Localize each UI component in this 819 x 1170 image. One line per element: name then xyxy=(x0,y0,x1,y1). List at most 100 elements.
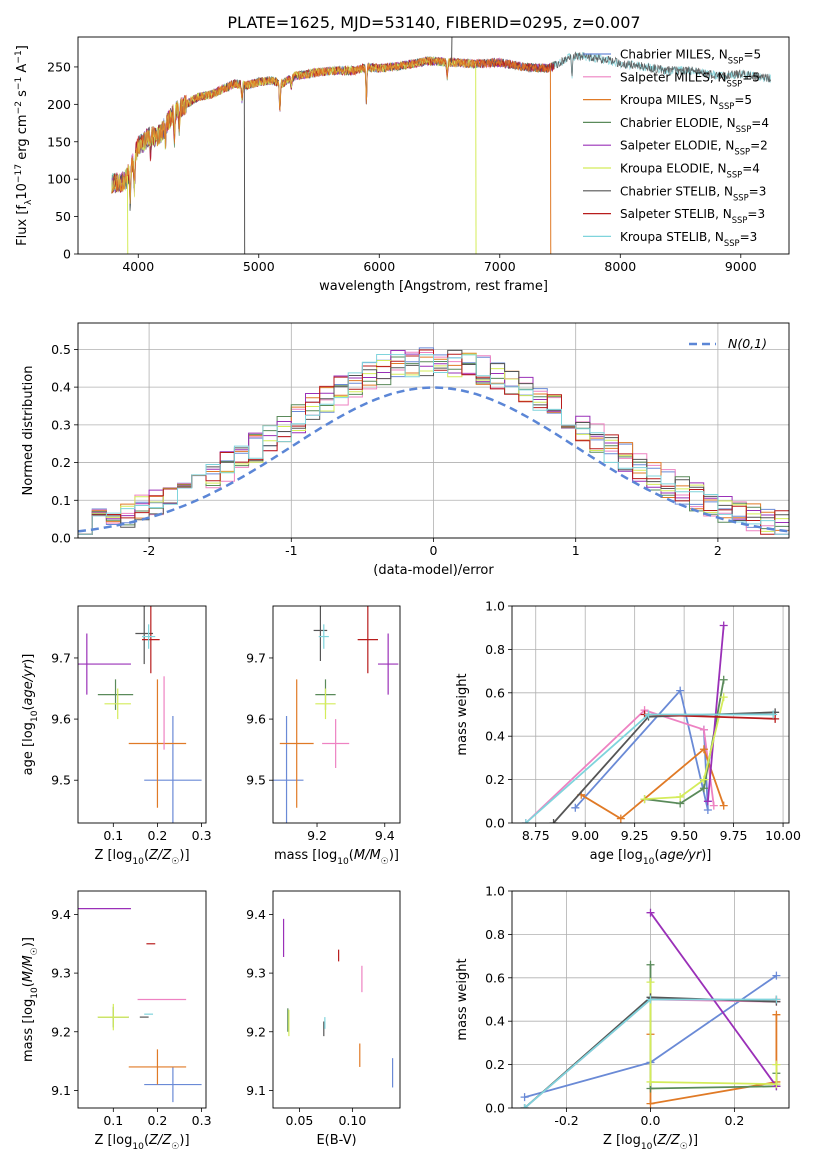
panel-mass-vs-ebv: 0.05 0.10 9.1 9.2 9.3 9.4 E(B-V) xyxy=(246,890,401,1148)
panel-residuals: -2 -1 0 1 2 0.0 0.1 0.2 0.3 0.4 0.5 (data-model)/er… xyxy=(21,322,790,578)
y-tick-label: 9.7 xyxy=(51,650,71,665)
y-tick-label: 0.8 xyxy=(485,927,505,942)
weight-marker xyxy=(646,1099,655,1108)
panel-age-vs-Z: 0.1 0.2 0.3 9.5 9.6 9.7 Z [log10(Z/Z☉)] age [lo… xyxy=(21,605,212,867)
x-axis-label: (data-model)/error xyxy=(373,563,494,578)
weight-line xyxy=(580,747,725,820)
figure-title: PLATE=1625, MJD=53140, FIBERID=0295, z=0… xyxy=(227,13,640,32)
legend-label: Salpeter MILES, NSSP=5 xyxy=(620,70,760,88)
spectrum-line-7 xyxy=(111,55,555,197)
y-tick-label: 9.4 xyxy=(246,907,266,922)
weight-line xyxy=(525,709,715,823)
legend-label: Kroupa STELIB, NSSP=3 xyxy=(620,230,757,248)
axes-border xyxy=(77,605,207,824)
legend-label: Chabrier STELIB, NSSP=3 xyxy=(620,184,766,202)
errorbar-point-1 xyxy=(322,719,350,768)
axes-frame: 9.2 9.4 9.5 9.6 9.7 mass [log10(M/M☉)] xyxy=(246,605,401,867)
y-tick-label: 0.4 xyxy=(485,1014,505,1029)
weight-marker xyxy=(520,1093,529,1102)
axes-frame: -2 -1 0 1 2 0.0 0.1 0.2 0.3 0.4 0.5 (data-model)/er… xyxy=(21,322,790,578)
y-tick-label: 0.4 xyxy=(51,380,71,395)
weight-marker xyxy=(703,805,712,814)
errorbar-point-2 xyxy=(128,679,187,808)
axes-border xyxy=(77,36,790,255)
weight-series-8 xyxy=(521,710,778,823)
x-tick-label: 9.75 xyxy=(720,828,748,843)
plot-area xyxy=(282,918,394,1088)
errorbar-point-0 xyxy=(144,1066,202,1103)
weight-marker xyxy=(719,675,728,684)
x-tick-label: 9.25 xyxy=(621,828,649,843)
y-tick-label: 9.2 xyxy=(51,1024,71,1039)
y-tick-label: 50 xyxy=(55,209,71,224)
y-tick-label: 9.4 xyxy=(51,907,71,922)
y-axis-label: mass weight xyxy=(455,958,470,1040)
x-axis-label: age [log10(age/yr)] xyxy=(590,848,712,867)
plot-area xyxy=(111,37,772,254)
x-axis-label: mass [log10(M/M☉)] xyxy=(274,848,399,867)
weight-marker xyxy=(719,693,728,702)
y-tick-label: 0.2 xyxy=(485,1057,505,1072)
weight-marker xyxy=(772,1080,781,1089)
weight-line xyxy=(707,625,725,802)
x-tick-label: 0.2 xyxy=(148,1113,168,1128)
errorbar-point-8 xyxy=(142,624,156,649)
errorbar-point-6 xyxy=(313,606,328,662)
errorbar-point-0 xyxy=(144,716,202,823)
x-tick-label: 0.0 xyxy=(641,1113,661,1128)
x-axis-label: Z [log10(Z/Z☉)] xyxy=(603,1133,698,1152)
weight-series-4 xyxy=(703,621,728,806)
spectrum-line-3 xyxy=(111,56,555,211)
legend-label: Kroupa ELODIE, NSSP=4 xyxy=(620,162,760,180)
y-tick-label: 9.1 xyxy=(246,1083,266,1098)
y-tick-label: 9.2 xyxy=(246,1024,266,1039)
spectrum-line-2 xyxy=(111,56,551,204)
panel-spectrum: 4000 5000 6000 7000 8000 9000 0 50 100 150 200 250 w… xyxy=(14,36,790,294)
y-tick-label: 9.5 xyxy=(246,773,266,788)
weight-marker xyxy=(772,995,781,1004)
weight-marker xyxy=(676,792,685,801)
y-tick-label: 9.3 xyxy=(246,966,266,981)
spectrum-line-0 xyxy=(111,56,555,211)
weight-marker xyxy=(772,1010,781,1019)
y-tick-label: 0.2 xyxy=(485,772,505,787)
x-tick-label: 9.2 xyxy=(307,828,327,843)
y-axis-label: age [log10(age/yr)] xyxy=(21,654,40,776)
y-tick-label: 0.3 xyxy=(51,417,71,432)
weight-marker xyxy=(640,795,649,804)
axes-frame: 0.1 0.2 0.3 9.1 9.2 9.3 9.4 Z [log10(Z/Z☉)] mass… xyxy=(21,890,212,1152)
y-tick-label: 0.8 xyxy=(485,642,505,657)
errorbar-point-7 xyxy=(142,606,160,674)
x-axis-label: Z [log10(Z/Z☉)] xyxy=(94,1133,189,1152)
errorbar-point-5 xyxy=(104,688,131,720)
x-tick-label: 9.50 xyxy=(670,828,698,843)
x-axis-label: wavelength [Angstrom, rest frame] xyxy=(319,279,548,294)
spectrum-line-1 xyxy=(111,57,555,198)
weight-series-3 xyxy=(646,960,781,1093)
weight-marker xyxy=(616,814,625,823)
y-tick-label: 1.0 xyxy=(485,599,505,614)
y-tick-label: 0.5 xyxy=(51,342,71,357)
axes-frame: 4000 5000 6000 7000 8000 9000 0 50 100 150 200 250 w… xyxy=(14,36,790,294)
x-tick-label: 5000 xyxy=(243,259,275,274)
errorbar-point-3 xyxy=(97,679,134,710)
spectrum-line-4 xyxy=(111,56,555,197)
weight-line xyxy=(525,713,774,823)
x-tick-label: 0.1 xyxy=(103,1113,123,1128)
weight-marker xyxy=(703,797,712,806)
weight-line xyxy=(644,696,725,800)
axes-frame: -0.2 0.0 0.2 0.0 0.2 0.4 0.6 0.8 1.0 Z [log10(Z/Z… xyxy=(455,884,790,1152)
weight-series-0 xyxy=(571,686,712,814)
legend-label: Chabrier MILES, NSSP=5 xyxy=(620,48,761,66)
plot-area xyxy=(78,907,202,1103)
y-tick-label: 9.7 xyxy=(246,650,266,665)
errorbar-point-8 xyxy=(318,624,329,649)
y-tick-label: 0.0 xyxy=(51,531,71,546)
weight-series-2 xyxy=(646,1010,781,1108)
y-tick-label: 9.3 xyxy=(51,966,71,981)
x-tick-label: 0 xyxy=(430,543,438,558)
plot-area xyxy=(78,606,202,823)
errorbar-point-6 xyxy=(135,606,154,665)
x-tick-label: 0.3 xyxy=(192,828,212,843)
